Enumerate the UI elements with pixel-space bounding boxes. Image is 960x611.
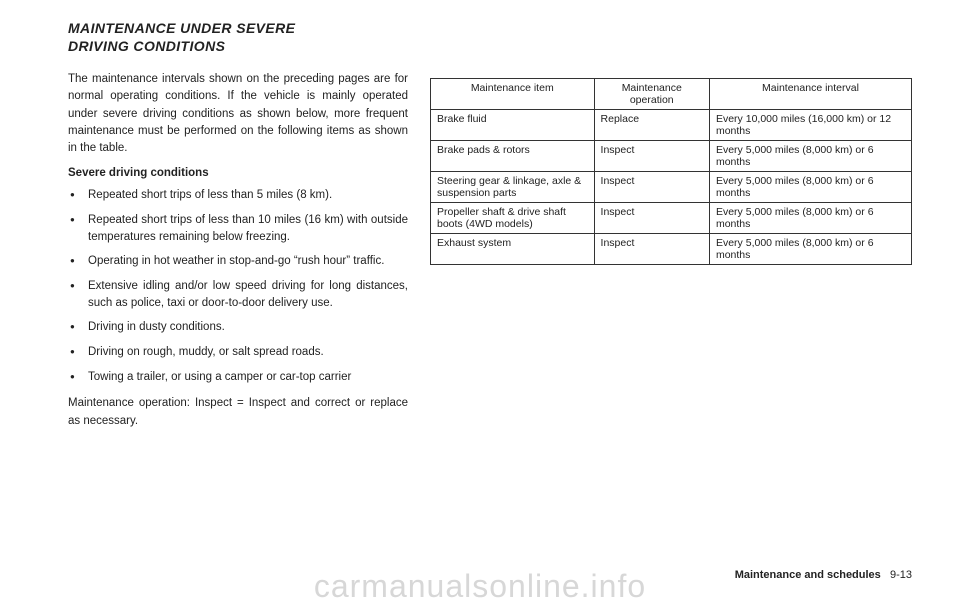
right-column: Maintenance item Maintenance operation M… xyxy=(430,20,912,540)
subheading: Severe driving conditions xyxy=(68,167,408,179)
footer-page-number: 9-13 xyxy=(890,569,912,581)
table-cell: Inspect xyxy=(594,141,709,172)
table-row: Steering gear & linkage, axle & suspensi… xyxy=(431,172,912,203)
table-header-cell: Maintenance item xyxy=(431,79,595,110)
note-paragraph: Maintenance operation: Inspect = Inspect… xyxy=(68,395,408,430)
table-cell: Inspect xyxy=(594,203,709,234)
table-cell: Replace xyxy=(594,110,709,141)
footer-section: Maintenance and schedules xyxy=(735,569,881,581)
table-cell: Inspect xyxy=(594,234,709,265)
table-header-cell: Maintenance operation xyxy=(594,79,709,110)
table-cell: Every 5,000 miles (8,000 km) or 6 months xyxy=(709,234,911,265)
maintenance-table: Maintenance item Maintenance operation M… xyxy=(430,78,912,265)
table-cell: Every 5,000 miles (8,000 km) or 6 months xyxy=(709,141,911,172)
page-footer: Maintenance and schedules 9-13 xyxy=(735,569,912,581)
list-item: Operating in hot weather in stop-and-go … xyxy=(68,253,408,270)
list-item: Extensive idling and/or low speed drivin… xyxy=(68,278,408,311)
table-cell: Brake fluid xyxy=(431,110,595,141)
list-item: Driving in dusty conditions. xyxy=(68,319,408,336)
table-cell: Every 10,000 miles (16,000 km) or 12 mon… xyxy=(709,110,911,141)
table-header-row: Maintenance item Maintenance operation M… xyxy=(431,79,912,110)
table-cell: Brake pads & rotors xyxy=(431,141,595,172)
table-row: Brake pads & rotors Inspect Every 5,000 … xyxy=(431,141,912,172)
table-cell: Propeller shaft & drive shaft boots (4WD… xyxy=(431,203,595,234)
table-cell: Every 5,000 miles (8,000 km) or 6 months xyxy=(709,203,911,234)
table-row: Exhaust system Inspect Every 5,000 miles… xyxy=(431,234,912,265)
list-item: Repeated short trips of less than 10 mil… xyxy=(68,212,408,245)
table-row: Propeller shaft & drive shaft boots (4WD… xyxy=(431,203,912,234)
table-header-cell: Maintenance interval xyxy=(709,79,911,110)
table-cell: Inspect xyxy=(594,172,709,203)
page-heading: MAINTENANCE UNDER SEVERE DRIVING CONDITI… xyxy=(68,20,408,55)
table-cell: Steering gear & linkage, axle & suspensi… xyxy=(431,172,595,203)
list-item: Repeated short trips of less than 5 mile… xyxy=(68,187,408,204)
list-item: Driving on rough, muddy, or salt spread … xyxy=(68,344,408,361)
table-cell: Every 5,000 miles (8,000 km) or 6 months xyxy=(709,172,911,203)
bullet-list: Repeated short trips of less than 5 mile… xyxy=(68,187,408,385)
page-content: MAINTENANCE UNDER SEVERE DRIVING CONDITI… xyxy=(68,20,912,540)
left-column: MAINTENANCE UNDER SEVERE DRIVING CONDITI… xyxy=(68,20,408,540)
heading-line-2: DRIVING CONDITIONS xyxy=(68,38,225,54)
intro-paragraph: The maintenance intervals shown on the p… xyxy=(68,71,408,157)
heading-line-1: MAINTENANCE UNDER SEVERE xyxy=(68,20,295,36)
table-row: Brake fluid Replace Every 10,000 miles (… xyxy=(431,110,912,141)
table-cell: Exhaust system xyxy=(431,234,595,265)
list-item: Towing a trailer, or using a camper or c… xyxy=(68,369,408,386)
